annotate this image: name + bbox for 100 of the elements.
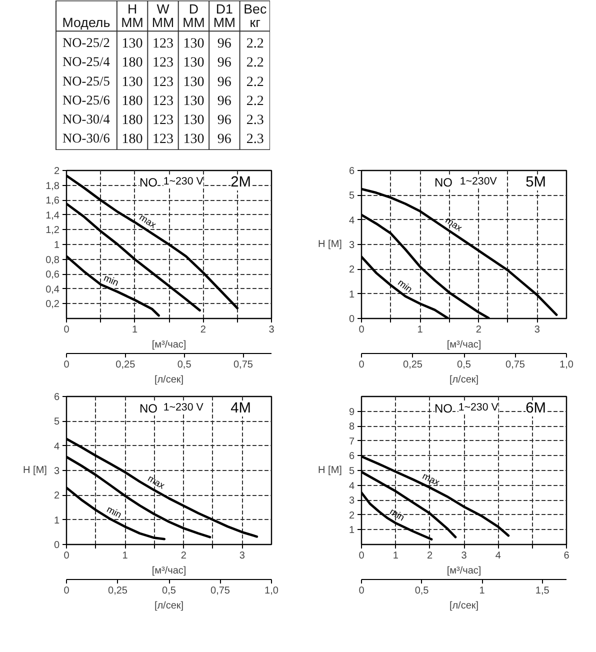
chart-title: 4M [230, 400, 251, 416]
x2-axis-title: [л/сек] [449, 600, 479, 612]
x-tick-label: 2 [180, 550, 187, 562]
y-tick-label: 1,6 [46, 196, 60, 207]
y-axis-title: H [М] [318, 239, 342, 250]
data-label: 123 [152, 56, 174, 71]
data-label: 180 [122, 112, 143, 128]
y-tick-label: NO-30/6 [62, 130, 110, 146]
data-label: 2.2 [246, 56, 264, 71]
text: max [420, 470, 442, 488]
y-tick-label: 5 [348, 190, 355, 202]
x-axis-title: [м³/час] [446, 340, 482, 350]
data-label: 130 [183, 132, 204, 148]
data-label: 123 [152, 74, 174, 90]
x-tick-label: 2 [427, 550, 434, 562]
x-tick-label: 0 [358, 550, 365, 562]
x-tick-label: 6 [564, 550, 570, 562]
x-axis-title: [м³/час] [152, 566, 186, 576]
y-tick-label: 6 [348, 166, 355, 177]
x-tick-label: 1 [392, 550, 399, 562]
y-tick-label: 1,4 [46, 210, 60, 222]
x2-axis-title: [л/сек] [449, 374, 479, 386]
y-tick-label: 8 [348, 422, 355, 433]
x2-tick-label: 0 [358, 360, 365, 370]
y-tick-label: 2 [348, 510, 355, 522]
text: min [105, 504, 124, 520]
y-tick-label: 3 [348, 496, 355, 507]
y-tick-label: 4 [348, 480, 355, 492]
y-axis-title: H [М] [318, 465, 342, 476]
data-label: 2.2 [246, 36, 264, 52]
annotation: 1~230 V [163, 176, 204, 188]
y-tick-label: 1 [54, 240, 60, 251]
y-tick-label: 4 [54, 441, 60, 452]
annotation: NO [140, 402, 158, 416]
x2-axis-title: [л/сек] [154, 374, 184, 386]
y-tick-label: 1 [348, 525, 355, 536]
x-tick-label: 2 [200, 324, 206, 336]
data-label: 130 [122, 36, 143, 52]
x-tick-label: 1 [417, 324, 424, 336]
x-tick-label: 3 [239, 550, 246, 562]
x2-tick-label: 1,5 [535, 586, 550, 596]
y-tick-label: 7 [348, 436, 355, 448]
data-label: 130 [183, 56, 204, 71]
text: min [396, 277, 414, 295]
y-tick-label: 3 [54, 466, 60, 477]
text: min [102, 272, 120, 288]
y-tick-label: 5 [54, 416, 60, 428]
data-label: 2.2 [246, 94, 264, 109]
data-label: 2.3 [246, 112, 264, 128]
y-tick-label: 0,4 [46, 284, 60, 296]
data-label: 2.2 [246, 74, 264, 90]
y-tick-label: 6 [54, 392, 60, 403]
y-tick-label: 5 [348, 466, 355, 477]
y-tick-label: 0,8 [46, 254, 60, 266]
x2-tick-label: 0,75 [210, 586, 230, 596]
y-tick-label: 0,6 [46, 270, 60, 281]
data-label: 96 [217, 112, 232, 128]
annotation: NO [140, 176, 158, 190]
x2-tick-label: 0,5 [457, 360, 472, 370]
x-tick-label: 0 [358, 324, 365, 336]
chart-title: 6M [526, 400, 546, 416]
y-tick-label: 1 [348, 289, 355, 300]
y-tick-label: 2 [348, 264, 355, 276]
x2-tick-label: 1,0 [560, 360, 574, 370]
data-label: 123 [152, 94, 174, 109]
data-label: 96 [217, 56, 232, 71]
annotation: 1~230 V [163, 402, 204, 414]
data-label: 123 [152, 36, 174, 52]
x2-tick-label: 0,25 [116, 360, 136, 370]
x-tick-label: Вес кг [244, 1, 267, 30]
x-axis-title: [м³/час] [446, 566, 482, 576]
y-tick-label: 3 [348, 240, 355, 251]
data-label: 130 [183, 74, 204, 90]
x-tick-label: D ММ [182, 1, 205, 30]
y-tick-label: 6 [348, 451, 355, 462]
y-tick-label: NO-25/6 [62, 92, 110, 108]
x-tick-label: 1 [122, 550, 128, 562]
chart-title: 2M [230, 174, 251, 190]
x2-tick-label: 0,25 [108, 586, 128, 596]
x-tick-label: W ММ [152, 1, 174, 30]
data-label: 180 [122, 56, 143, 71]
y-tick-label: NO-25/2 [62, 35, 110, 50]
y-tick-label: 2 [54, 490, 60, 502]
data-label: 2.3 [246, 132, 264, 148]
data-label: 130 [183, 36, 204, 52]
x2-tick-label: 0,5 [162, 586, 176, 596]
annotation: 1~230 V [458, 402, 500, 414]
data-label: 180 [122, 94, 143, 109]
y-tick-label: 0,2 [46, 299, 60, 310]
y-tick-label: 0 [348, 314, 355, 325]
x2-tick-label: 1 [479, 586, 486, 596]
data-label: 123 [152, 112, 174, 128]
x2-tick-label: 0,75 [506, 360, 526, 370]
y-tick-label: NO-30/4 [62, 111, 110, 126]
x-tick-label: 3 [461, 550, 468, 562]
text: max [444, 215, 464, 234]
x2-tick-label: 0,5 [414, 586, 430, 596]
x2-tick-label: 0,5 [177, 360, 192, 370]
annotation: 1~230V [460, 176, 498, 188]
x2-tick-label: 1,0 [264, 586, 279, 596]
